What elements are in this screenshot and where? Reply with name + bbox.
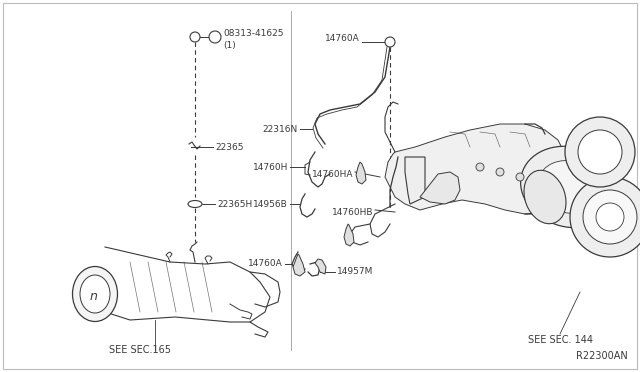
Polygon shape <box>385 124 570 214</box>
Polygon shape <box>315 259 326 274</box>
Ellipse shape <box>72 266 118 321</box>
Text: 3: 3 <box>212 32 218 42</box>
Polygon shape <box>293 254 305 276</box>
Text: 14760HB: 14760HB <box>332 208 373 217</box>
Text: (1): (1) <box>223 41 236 49</box>
Circle shape <box>596 203 624 231</box>
Text: 14760A: 14760A <box>248 260 283 269</box>
Ellipse shape <box>520 146 620 228</box>
Circle shape <box>583 190 637 244</box>
Text: n: n <box>89 289 97 302</box>
Circle shape <box>209 31 221 43</box>
Circle shape <box>496 168 504 176</box>
Text: 22316N: 22316N <box>263 125 298 134</box>
Circle shape <box>385 37 395 47</box>
Text: 14760H: 14760H <box>253 163 288 171</box>
Polygon shape <box>356 162 366 184</box>
Circle shape <box>516 173 524 181</box>
Ellipse shape <box>524 170 566 224</box>
Circle shape <box>190 32 200 42</box>
Circle shape <box>570 177 640 257</box>
Polygon shape <box>344 224 354 246</box>
Text: 14956B: 14956B <box>253 199 288 208</box>
Ellipse shape <box>538 160 602 214</box>
Circle shape <box>578 130 622 174</box>
Text: SEE SEC.165: SEE SEC.165 <box>109 345 171 355</box>
Text: 22365H: 22365H <box>217 199 252 208</box>
Circle shape <box>565 117 635 187</box>
Circle shape <box>476 163 484 171</box>
Polygon shape <box>405 157 425 204</box>
Text: 22365: 22365 <box>215 142 243 151</box>
Text: SEE SEC. 144: SEE SEC. 144 <box>527 335 593 345</box>
Polygon shape <box>420 172 460 204</box>
Text: 14957M: 14957M <box>337 267 373 276</box>
Ellipse shape <box>80 275 110 313</box>
Text: R22300AN: R22300AN <box>576 351 628 361</box>
Text: 08313-41625: 08313-41625 <box>223 29 284 38</box>
Ellipse shape <box>188 201 202 208</box>
Text: 14760HA: 14760HA <box>312 170 353 179</box>
Text: 14760A: 14760A <box>325 33 360 42</box>
